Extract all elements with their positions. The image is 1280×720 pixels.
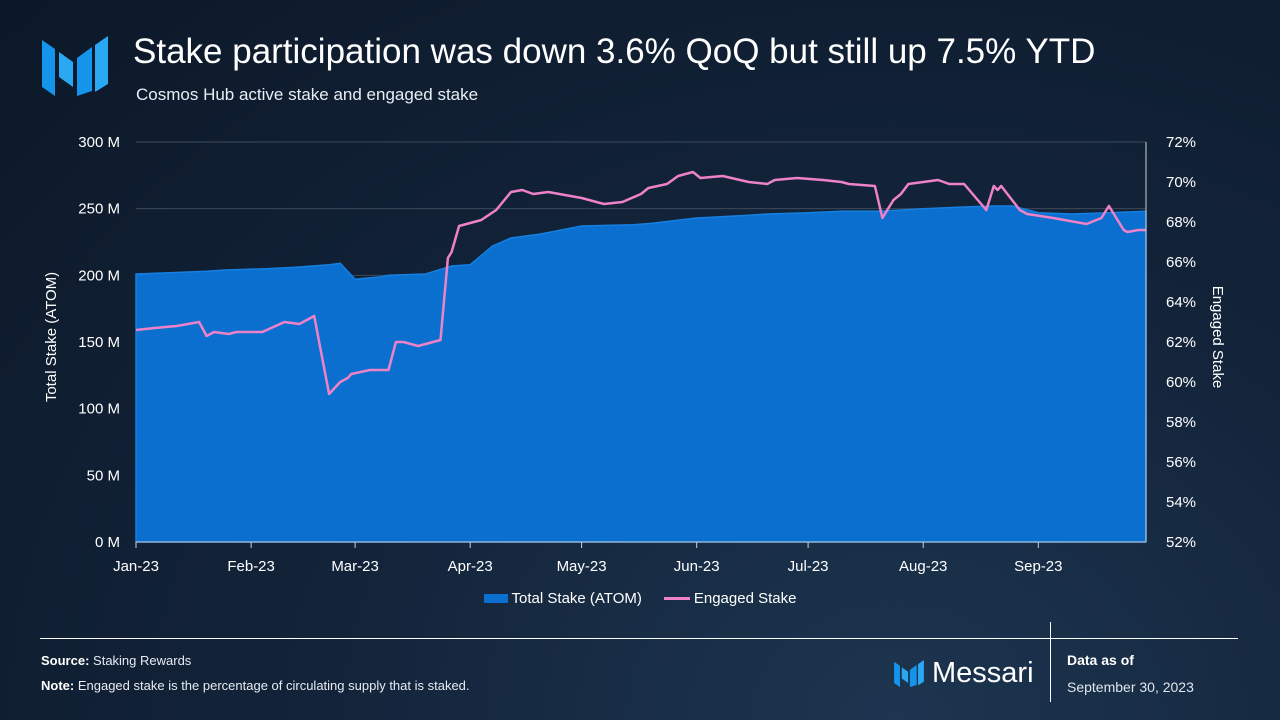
messari-brand-icon bbox=[894, 659, 924, 687]
source-label: Source: bbox=[41, 653, 90, 668]
messari-logo-icon bbox=[42, 36, 108, 96]
legend-swatch-total-stake bbox=[483, 594, 508, 603]
source-text: Staking Rewards bbox=[93, 653, 192, 668]
x-tick-label: Jun-23 bbox=[674, 558, 720, 575]
x-tick-label: Jul-23 bbox=[788, 558, 829, 575]
data-as-of-date: September 30, 2023 bbox=[1067, 679, 1194, 695]
y-axis-right: 52% 54% 56% 58% 60% 62% 64% 66% 68% 70% 72% bbox=[1145, 134, 1196, 551]
y-tick-label: 150 M bbox=[78, 334, 120, 351]
x-tick-label: Jan-23 bbox=[113, 558, 159, 575]
note-label: Note: bbox=[41, 678, 75, 693]
stake-chart: Jan-23 Feb-23 Mar-23 Apr-23 May-23 Jun-23 Jul-… bbox=[43, 134, 1226, 575]
x-axis: Jan-23 Feb-23 Mar-23 Apr-23 May-23 Jun-23 Jul-… bbox=[113, 541, 1146, 575]
x-tick-label: Aug-23 bbox=[899, 558, 947, 575]
y2-tick-label: 58% bbox=[1166, 414, 1196, 431]
chart-note: Note: Engaged stake is the percentage of… bbox=[41, 678, 470, 693]
note-text: Engaged stake is the percentage of circu… bbox=[77, 678, 470, 693]
y-tick-label: 200 M bbox=[78, 267, 120, 284]
data-as-of-label: Data as of bbox=[1067, 652, 1134, 668]
total-stake-area bbox=[135, 205, 1147, 543]
footer-divider bbox=[40, 638, 1238, 639]
y2-tick-label: 68% bbox=[1166, 214, 1196, 231]
y2-tick-label: 60% bbox=[1166, 374, 1196, 391]
footer-vertical-divider bbox=[1050, 622, 1051, 702]
y2-tick-label: 70% bbox=[1166, 174, 1196, 191]
x-tick-label: Feb-23 bbox=[227, 558, 275, 575]
source-note: Source: Staking Rewards bbox=[41, 653, 191, 668]
x-tick-label: Apr-23 bbox=[448, 558, 493, 575]
y2-axis-title: Engaged Stake bbox=[1209, 286, 1226, 389]
chart-subtitle: Cosmos Hub active stake and engaged stak… bbox=[136, 85, 479, 104]
legend-item-engaged-stake[interactable]: Engaged Stake bbox=[663, 590, 797, 607]
engaged-stake-line bbox=[135, 170, 1146, 396]
y2-tick-label: 52% bbox=[1166, 534, 1196, 551]
y2-tick-label: 56% bbox=[1166, 454, 1196, 471]
brand-logo: Messari bbox=[894, 657, 1034, 690]
y-tick-label: 250 M bbox=[78, 201, 120, 218]
x-tick-label: Mar-23 bbox=[331, 558, 379, 575]
legend-swatch-engaged-stake bbox=[663, 597, 690, 600]
y-tick-label: 100 M bbox=[78, 401, 120, 418]
legend-label-total-stake: Total Stake (ATOM) bbox=[511, 590, 642, 607]
y-tick-label: 50 M bbox=[87, 467, 120, 484]
y2-tick-label: 64% bbox=[1166, 294, 1196, 311]
y-tick-label: 0 M bbox=[95, 534, 120, 551]
y-axis-title: Total Stake (ATOM) bbox=[43, 272, 60, 402]
legend-item-total-stake[interactable]: Total Stake (ATOM) bbox=[483, 590, 642, 607]
y2-tick-label: 66% bbox=[1166, 254, 1196, 271]
y2-tick-label: 72% bbox=[1166, 134, 1196, 151]
x-tick-label: May-23 bbox=[557, 558, 607, 575]
y2-tick-label: 54% bbox=[1166, 494, 1196, 511]
y2-tick-label: 62% bbox=[1166, 334, 1196, 351]
chart-legend: Total Stake (ATOM) Engaged Stake bbox=[0, 590, 1280, 607]
chart-title: Stake participation was down 3.6% QoQ bu… bbox=[133, 32, 1096, 71]
y-tick-label: 300 M bbox=[78, 134, 120, 151]
y-axis-left: 0 M 50 M 100 M 150 M 200 M 250 M 300 M bbox=[78, 134, 120, 551]
legend-label-engaged-stake: Engaged Stake bbox=[693, 590, 797, 607]
brand-name: Messari bbox=[932, 657, 1034, 689]
x-tick-label: Sep-23 bbox=[1014, 558, 1062, 575]
